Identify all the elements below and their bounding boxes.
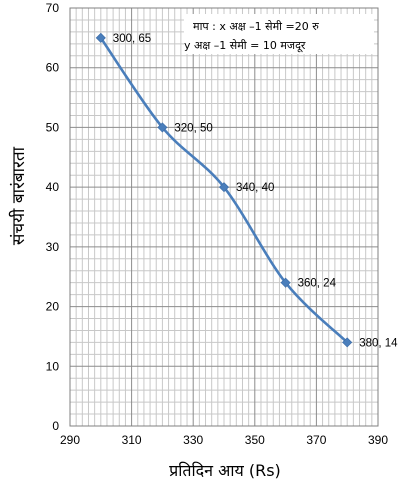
x-tick-label: 290 [60,433,80,447]
y-axis-ticks: 0 10 20 30 40 50 60 70 [46,1,60,433]
data-point-label: 300, 65 [113,33,151,45]
x-axis-label: प्रतिदिन आय (Rs) [169,461,281,480]
x-tick-label: 350 [245,433,265,447]
x-tick-label: 310 [122,433,142,447]
y-tick-label: 40 [46,180,60,194]
data-point-label: 320, 50 [174,122,212,134]
data-point-marker [342,337,353,348]
minor-grid [70,8,378,426]
data-point-label: 340, 40 [236,182,274,194]
data-point-marker [95,32,106,43]
y-tick-label: 30 [46,240,60,254]
x-tick-label: 330 [183,433,203,447]
data-point-marker [280,277,291,288]
y-tick-label: 60 [46,61,60,75]
scale-note-box [184,14,374,54]
data-labels: 300, 65 320, 50 340, 40 360, 24 380, 14 [113,33,398,350]
data-point-marker [157,122,168,133]
scale-note-line1: माप : x अक्ष –1 सेमी =20 रु [193,20,319,33]
data-point-label: 360, 24 [298,278,337,290]
scale-note-line2: y अक्ष –1 सेमी = 10 मजदूर [184,39,306,53]
data-point-marker [218,182,230,193]
scale-note: माप : x अक्ष –1 सेमी =20 रु y अक्ष –1 से… [184,14,374,54]
y-tick-label: 50 [46,120,60,134]
x-tick-label: 390 [368,433,388,447]
data-point-label: 380, 14 [359,337,398,349]
y-tick-label: 70 [46,1,60,15]
x-tick-label: 370 [306,433,326,447]
x-axis-ticks: 290 310 330 350 370 390 [60,433,388,447]
plot-border [69,7,379,427]
y-tick-label: 20 [46,300,60,314]
y-tick-label: 10 [46,359,60,373]
y-tick-label: 0 [52,419,59,433]
y-axis-label: संचयी बारंबारता [8,146,29,245]
data-markers [95,32,353,348]
